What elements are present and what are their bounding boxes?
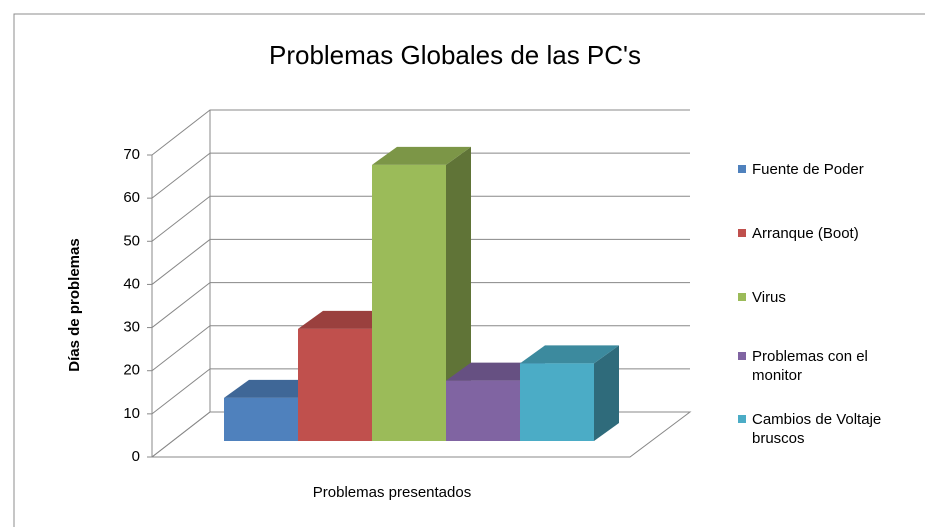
y-tick-label: 40 bbox=[123, 275, 140, 292]
legend-swatch bbox=[738, 229, 746, 237]
y-tick-label: 0 bbox=[132, 448, 140, 465]
legend-swatch bbox=[738, 165, 746, 173]
bar-side bbox=[594, 345, 619, 441]
bar bbox=[372, 164, 446, 441]
legend-label: Fuente de Poder bbox=[752, 161, 864, 178]
chart-title: Problemas Globales de las PC's bbox=[269, 40, 641, 70]
legend-swatch bbox=[738, 415, 746, 423]
grid-line bbox=[151, 325, 690, 372]
legend-label: Arranque (Boot) bbox=[752, 225, 859, 242]
y-tick-label: 10 bbox=[123, 405, 140, 422]
legend-swatch bbox=[738, 352, 746, 360]
y-tick-label: 30 bbox=[123, 319, 140, 336]
y-tick-label: 20 bbox=[123, 362, 140, 379]
legend-entry: Arranque (Boot) bbox=[738, 224, 902, 243]
x-axis-label: Problemas presentados bbox=[313, 484, 471, 501]
legend-entry: Fuente de Poder bbox=[738, 160, 902, 179]
y-tick-label: 70 bbox=[123, 146, 140, 163]
y-axis-label: Días de problemas bbox=[66, 238, 83, 371]
legend-swatch bbox=[738, 293, 746, 301]
legend-entry: Problemas con el monitor bbox=[738, 347, 902, 385]
legend-label: Cambios de Voltaje bruscos bbox=[752, 411, 882, 447]
legend-entry: Cambios de Voltaje bruscos bbox=[738, 410, 902, 448]
y-tick-label: 60 bbox=[123, 189, 140, 206]
bar bbox=[446, 380, 520, 441]
legend-label: Problemas con el monitor bbox=[752, 348, 868, 384]
bar bbox=[520, 363, 594, 441]
bar-top bbox=[372, 146, 471, 165]
grid-line bbox=[151, 282, 690, 328]
grid-line bbox=[151, 109, 690, 156]
bar-top bbox=[520, 345, 619, 364]
grid-line bbox=[151, 238, 690, 285]
legend-label: Virus bbox=[752, 289, 786, 306]
y-tick-label: 50 bbox=[123, 232, 140, 249]
grid-line bbox=[151, 195, 690, 242]
bar bbox=[224, 397, 298, 441]
legend-entry: Virus bbox=[738, 288, 902, 307]
bar bbox=[298, 328, 372, 441]
grid-line bbox=[151, 152, 690, 199]
